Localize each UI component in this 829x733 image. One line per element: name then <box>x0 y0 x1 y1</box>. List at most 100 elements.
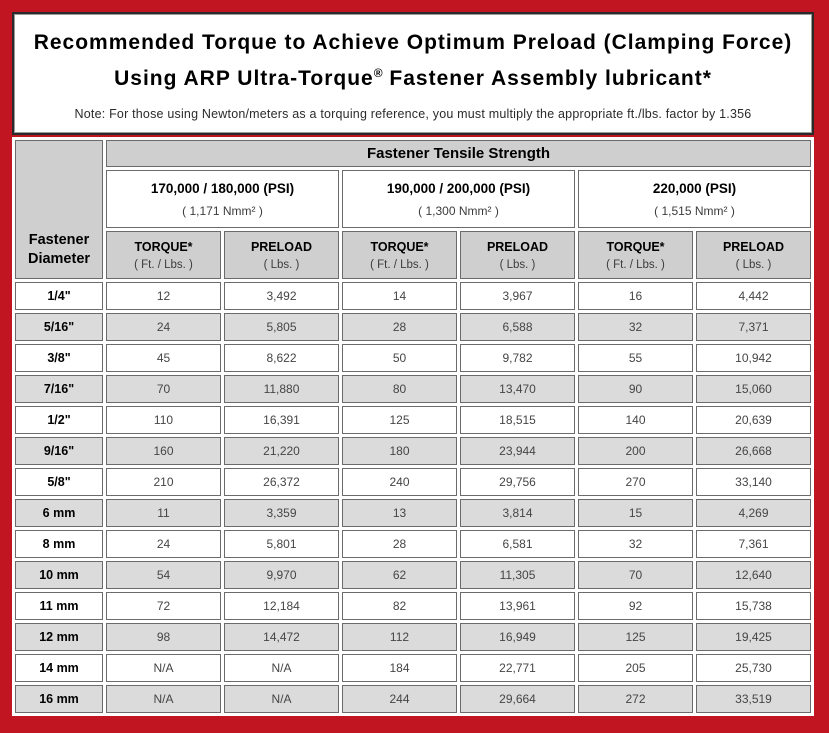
torque-value-cell: 70 <box>106 375 221 403</box>
torque-value-cell: 240 <box>342 468 457 496</box>
torque-value-cell: 55 <box>578 344 693 372</box>
corner-label-line-2: Diameter <box>27 251 91 267</box>
torque-unit: ( Ft. / Lbs. ) <box>606 258 665 271</box>
torque-value-cell: 244 <box>342 685 457 713</box>
preload-value-cell: 6,588 <box>460 313 575 341</box>
preload-value-cell: N/A <box>224 654 339 682</box>
torque-value-cell: 54 <box>106 561 221 589</box>
psi-label: 170,000 / 180,000 (PSI) <box>150 180 295 196</box>
preload-value-cell: 19,425 <box>696 623 811 651</box>
torque-value-cell: 70 <box>578 561 693 589</box>
preload-value-cell: 9,970 <box>224 561 339 589</box>
diameter-cell: 1/4" <box>15 282 103 310</box>
table-row: 1/2" 110 16,391 125 18,515 140 20,639 <box>15 406 811 434</box>
torque-unit: ( Ft. / Lbs. ) <box>370 258 429 271</box>
preload-value-cell: 14,472 <box>224 623 339 651</box>
preload-unit: ( Lbs. ) <box>499 258 536 271</box>
diameter-cell: 5/16" <box>15 313 103 341</box>
main-header-row: Fastener Diameter Fastener Tensile Stren… <box>15 140 811 279</box>
preload-value-cell: 8,622 <box>224 344 339 372</box>
torque-label: TORQUE* <box>606 239 665 254</box>
preload-label: PRELOAD <box>250 239 313 254</box>
torque-value-cell: 13 <box>342 499 457 527</box>
torque-value-cell: 12 <box>106 282 221 310</box>
preload-value-cell: 3,967 <box>460 282 575 310</box>
diameter-cell: 8 mm <box>15 530 103 558</box>
torque-value-cell: 184 <box>342 654 457 682</box>
preload-value-cell: 4,269 <box>696 499 811 527</box>
tensile-strength-header: Fastener Tensile Strength <box>106 140 811 167</box>
torque-column-header-3: TORQUE* ( Ft. / Lbs. ) <box>578 231 693 279</box>
title-panel: Recommended Torque to Achieve Optimum Pr… <box>12 12 814 135</box>
diameter-cell: 9/16" <box>15 437 103 465</box>
torque-value-cell: 160 <box>106 437 221 465</box>
torque-value-cell: 45 <box>106 344 221 372</box>
torque-unit: ( Ft. / Lbs. ) <box>134 258 193 271</box>
column-header-row: TORQUE* ( Ft. / Lbs. ) PRELOAD ( Lbs. ) … <box>15 231 811 279</box>
torque-value-cell: 272 <box>578 685 693 713</box>
newton-meters-note: Note: For those using Newton/meters as a… <box>74 107 752 121</box>
table-row: 9/16" 160 21,220 180 23,944 200 26,668 <box>15 437 811 465</box>
torque-value-cell: 11 <box>106 499 221 527</box>
table-header: Fastener Diameter Fastener Tensile Stren… <box>15 140 811 279</box>
torque-value-cell: 210 <box>106 468 221 496</box>
title-line-1: Recommended Torque to Achieve Optimum Pr… <box>33 31 793 54</box>
preload-value-cell: 13,470 <box>460 375 575 403</box>
table-row: 5/16" 24 5,805 28 6,588 32 7,371 <box>15 313 811 341</box>
preload-value-cell: 29,664 <box>460 685 575 713</box>
torque-label: TORQUE* <box>370 239 429 254</box>
torque-value-cell: 80 <box>342 375 457 403</box>
preload-value-cell: 20,639 <box>696 406 811 434</box>
table-row: 8 mm 24 5,801 28 6,581 32 7,361 <box>15 530 811 558</box>
torque-value-cell: 62 <box>342 561 457 589</box>
torque-value-cell: 98 <box>106 623 221 651</box>
table-row: 3/8" 45 8,622 50 9,782 55 10,942 <box>15 344 811 372</box>
preload-value-cell: N/A <box>224 685 339 713</box>
torque-value-cell: N/A <box>106 654 221 682</box>
torque-column-header-2: TORQUE* ( Ft. / Lbs. ) <box>342 231 457 279</box>
diameter-cell: 11 mm <box>15 592 103 620</box>
preload-value-cell: 29,756 <box>460 468 575 496</box>
diameter-cell: 1/2" <box>15 406 103 434</box>
torque-value-cell: 24 <box>106 530 221 558</box>
preload-value-cell: 15,738 <box>696 592 811 620</box>
diameter-cell: 6 mm <box>15 499 103 527</box>
torque-value-cell: 200 <box>578 437 693 465</box>
content-area: Recommended Torque to Achieve Optimum Pr… <box>12 12 814 716</box>
registered-trademark-symbol: ® <box>373 66 383 80</box>
strength-group-220: 220,000 (PSI) ( 1,515 Nmm² ) <box>578 170 811 228</box>
title-line-2-suffix: Fastener Assembly lubricant* <box>382 67 712 90</box>
preload-value-cell: 5,805 <box>224 313 339 341</box>
corner-label-line-1: Fastener <box>28 232 90 248</box>
torque-value-cell: 50 <box>342 344 457 372</box>
torque-value-cell: 28 <box>342 530 457 558</box>
preload-value-cell: 11,305 <box>460 561 575 589</box>
table-row: 1/4" 12 3,492 14 3,967 16 4,442 <box>15 282 811 310</box>
table-row: 10 mm 54 9,970 62 11,305 70 12,640 <box>15 561 811 589</box>
page-title: Recommended Torque to Achieve Optimum Pr… <box>20 27 806 94</box>
table-row: 14 mm N/A N/A 184 22,771 205 25,730 <box>15 654 811 682</box>
strength-group-190-200: 190,000 / 200,000 (PSI) ( 1,300 Nmm² ) <box>342 170 575 228</box>
table-row: 7/16" 70 11,880 80 13,470 90 15,060 <box>15 375 811 403</box>
strength-group-170-180: 170,000 / 180,000 (PSI) ( 1,171 Nmm² ) <box>106 170 339 228</box>
title-line-2: Using ARP Ultra-Torque® Fastener Assembl… <box>114 66 712 90</box>
psi-group-row: 170,000 / 180,000 (PSI) ( 1,171 Nmm² ) 1… <box>15 170 811 228</box>
diameter-cell: 14 mm <box>15 654 103 682</box>
torque-value-cell: 14 <box>342 282 457 310</box>
torque-spec-table: Fastener Diameter Fastener Tensile Stren… <box>12 137 814 716</box>
preload-value-cell: 6,581 <box>460 530 575 558</box>
preload-value-cell: 12,184 <box>224 592 339 620</box>
torque-column-header-1: TORQUE* ( Ft. / Lbs. ) <box>106 231 221 279</box>
preload-value-cell: 16,391 <box>224 406 339 434</box>
preload-label: PRELOAD <box>722 239 785 254</box>
preload-value-cell: 23,944 <box>460 437 575 465</box>
preload-value-cell: 3,359 <box>224 499 339 527</box>
diameter-cell: 10 mm <box>15 561 103 589</box>
table-row: 12 mm 98 14,472 112 16,949 125 19,425 <box>15 623 811 651</box>
preload-unit: ( Lbs. ) <box>735 258 772 271</box>
diameter-cell: 16 mm <box>15 685 103 713</box>
torque-value-cell: 112 <box>342 623 457 651</box>
preload-value-cell: 5,801 <box>224 530 339 558</box>
preload-value-cell: 26,668 <box>696 437 811 465</box>
